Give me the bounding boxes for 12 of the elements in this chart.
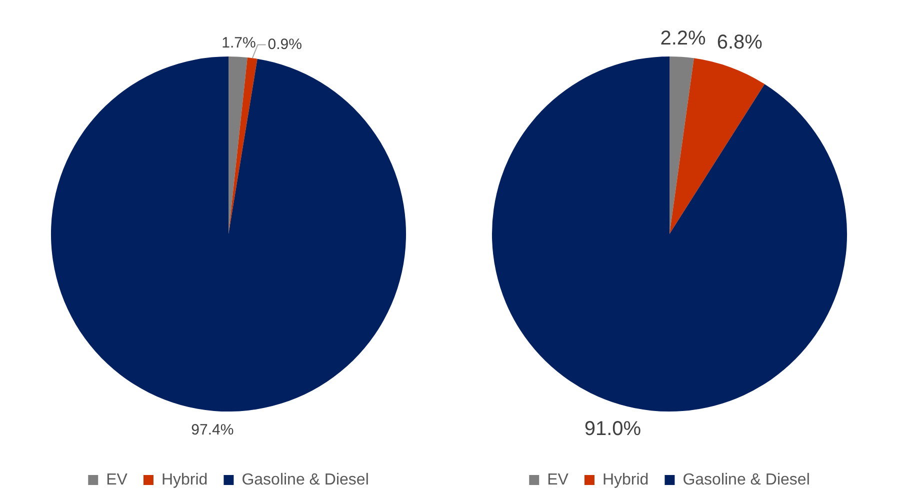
data-label: 6.8% bbox=[716, 31, 763, 54]
legend-label: Gasoline & Diesel bbox=[682, 471, 810, 488]
legend-label: Gasoline & Diesel bbox=[242, 471, 369, 488]
legend-label: Hybrid bbox=[161, 471, 208, 488]
legend-label: Hybrid bbox=[602, 471, 649, 488]
data-label: 91.0% bbox=[584, 418, 642, 440]
data-label: 1.7% bbox=[222, 34, 256, 52]
data-label: 0.9% bbox=[268, 36, 302, 53]
legend-label: EV bbox=[547, 471, 569, 488]
data-label: 97.4% bbox=[191, 422, 234, 439]
data-label: 2.2% bbox=[660, 27, 706, 50]
legend-label: EV bbox=[106, 471, 128, 488]
